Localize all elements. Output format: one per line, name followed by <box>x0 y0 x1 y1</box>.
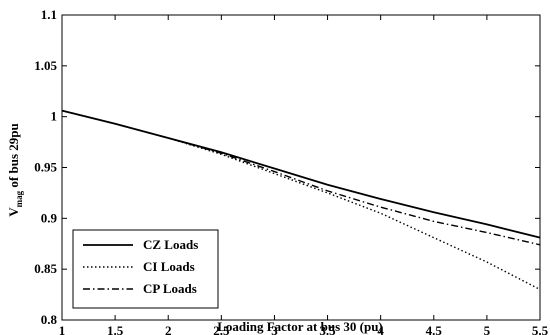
y-axis-label-sub: mag <box>14 190 24 207</box>
y-tick-label: 1.05 <box>34 58 57 73</box>
x-tick-label: 1 <box>59 323 66 335</box>
y-tick-label: 0.9 <box>41 210 58 225</box>
x-tick-label: 4.5 <box>426 323 443 335</box>
axis-ticks: 1 1.5 2 2.5 3 3.5 4 4.5 5 5.5 0.8 0.85 0.9 0.95 1 1.05 1… <box>34 7 548 335</box>
x-tick-label: 1.5 <box>107 323 124 335</box>
y-tick-label: 0.8 <box>41 312 58 327</box>
y-axis-label-rest: of bus 29pu <box>6 123 21 191</box>
x-tick-label: 4 <box>377 323 384 335</box>
y-axis-label-main: V <box>6 207 21 217</box>
x-tick-label: 5.5 <box>532 323 549 335</box>
legend-label-1: CI Loads <box>143 259 195 274</box>
legend: CZ Loads CI Loads CP Loads <box>72 229 219 309</box>
legend-label-0: CZ Loads <box>143 237 198 252</box>
y-tick-label: 1 <box>51 109 58 124</box>
series-line-2 <box>61 109 541 246</box>
series-layer <box>61 109 541 291</box>
x-tick-label: 3 <box>271 323 278 335</box>
x-axis-label: Loading Factor at bus 30 (pu) <box>217 319 383 334</box>
x-tick-label: 2 <box>165 323 172 335</box>
legend-box <box>72 229 219 309</box>
series-line-0 <box>61 109 541 239</box>
y-tick-label: 0.85 <box>34 261 57 276</box>
x-tick-label: 2.5 <box>213 323 230 335</box>
y-tick-label: 1.1 <box>41 7 57 22</box>
y-axis-label: Vmag of bus 29pu <box>6 123 24 216</box>
x-tick-label: 5 <box>484 323 491 335</box>
y-tick-label: 0.95 <box>34 160 57 175</box>
legend-label-2: CP Loads <box>143 281 197 296</box>
x-tick-label: 3.5 <box>319 323 336 335</box>
